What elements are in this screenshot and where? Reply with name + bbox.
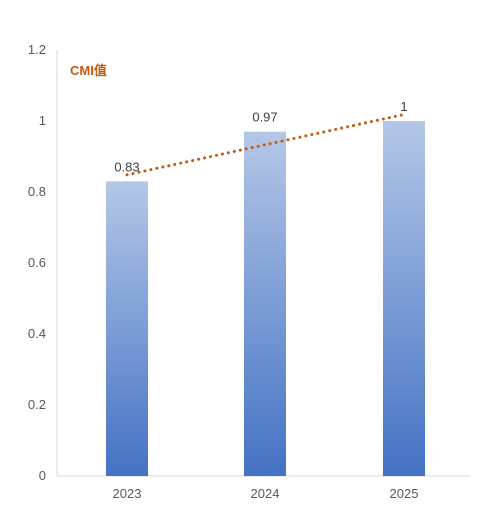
y-tick-label-6: 1.2 — [28, 42, 46, 57]
bar-layer — [106, 121, 425, 476]
y-tick-label-4: 0.8 — [28, 184, 46, 199]
series-label: CMI值 — [70, 63, 107, 78]
y-tick-label-1: 0.2 — [28, 397, 46, 412]
bar-2024 — [244, 131, 286, 476]
x-tick-label-2024: 2024 — [251, 486, 280, 501]
x-tick-label-2025: 2025 — [390, 486, 419, 501]
trendline — [125, 112, 406, 177]
label-layer: 0.83 0.97 1 — [114, 99, 407, 174]
y-tick-label-0: 0 — [39, 468, 46, 483]
data-label-2024: 0.97 — [252, 110, 277, 125]
y-tick-label-2: 0.4 — [28, 326, 46, 341]
data-label-2025: 1 — [400, 99, 407, 114]
bar-2023 — [106, 181, 148, 476]
trendline-layer — [125, 112, 406, 177]
y-tick-label-3: 0.6 — [28, 255, 46, 270]
x-tick-label-2023: 2023 — [113, 486, 142, 501]
bar-2025 — [383, 121, 425, 476]
data-label-2023: 0.83 — [114, 159, 139, 174]
y-tick-label-5: 1 — [39, 113, 46, 128]
